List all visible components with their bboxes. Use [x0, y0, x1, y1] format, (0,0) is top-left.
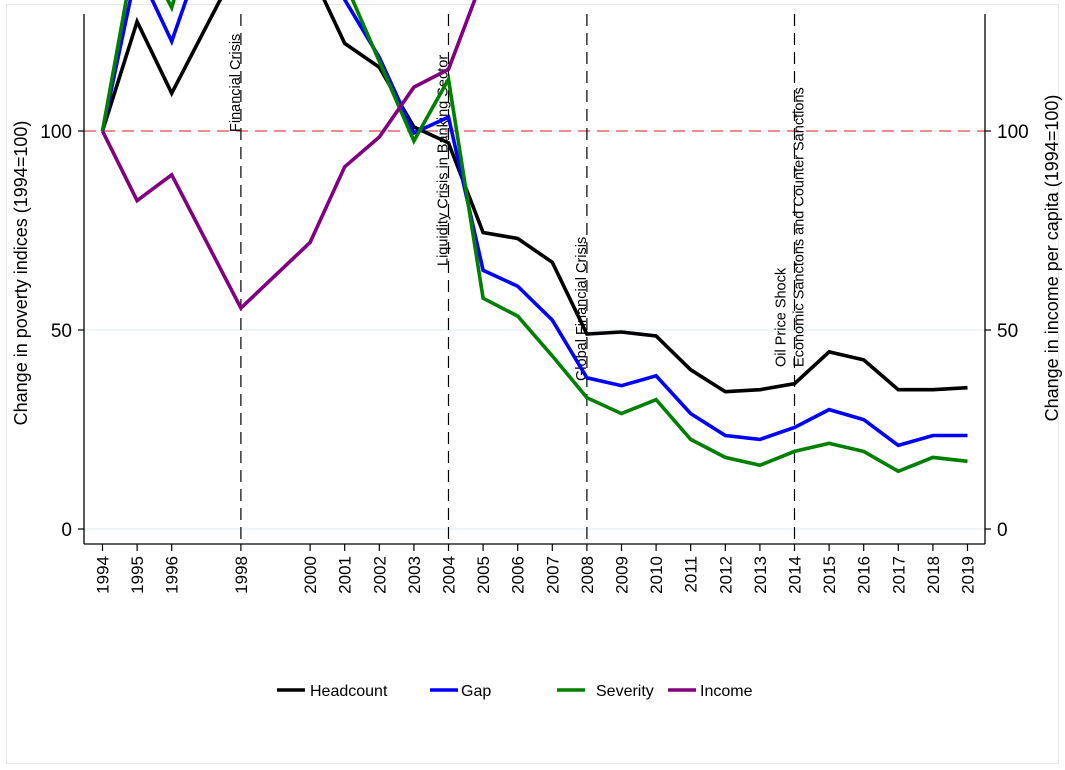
y-tick-label-right: 0	[997, 520, 1008, 541]
y-tick-label-right: 100	[997, 122, 1029, 143]
event-annotation: Financial Crisis	[228, 34, 244, 132]
event-annotation: Global Financial Crisis	[574, 237, 590, 381]
x-tick-label: 2001	[336, 556, 355, 594]
x-tick-label: 2012	[716, 556, 735, 594]
x-tick-label: 1998	[232, 556, 251, 594]
series-line-gap	[100, 0, 968, 448]
x-tick-label: 2006	[509, 556, 528, 594]
x-tick-label: 2011	[682, 556, 701, 593]
event-lines-layer: Financial Crisis Liquidity Crisis in Bank…	[228, 14, 808, 544]
event-annotation: Economic Sanctons and Counter Sanctions	[792, 87, 808, 367]
y-tick-label-right: 50	[997, 321, 1018, 342]
x-tick-label: 2004	[440, 556, 459, 594]
legend-label-headcount: Headcount	[310, 683, 388, 700]
series-line-severity	[100, 0, 968, 474]
x-tick-label: 2014	[786, 556, 805, 594]
x-tick-label: 2016	[855, 556, 874, 594]
x-tick-label: 2018	[924, 556, 943, 594]
x-tick-label: 2013	[751, 556, 770, 594]
axes-layer: 0050501001001501502002002502501994199519…	[40, 14, 1029, 594]
series-layer	[100, 0, 968, 474]
y-tick-label-left: 50	[51, 321, 72, 342]
legend-label-gap: Gap	[461, 683, 491, 700]
series-line-headcount	[100, 0, 968, 394]
x-tick-label: 2019	[959, 556, 978, 594]
y-axis-title-right: Change in income per capita (1994=100)	[1042, 95, 1062, 422]
x-tick-label: 1994	[94, 556, 113, 594]
x-tick-label: 2007	[543, 556, 562, 594]
x-tick-label: 2000	[301, 556, 320, 594]
y-tick-label-left: 100	[40, 122, 72, 143]
x-tick-label: 2009	[613, 556, 632, 594]
event-annotation: Oil Price Shock	[774, 267, 790, 367]
y-axis-title-left: Change in poverty indices (1994=100)	[11, 121, 31, 426]
x-tick-label: 2002	[370, 556, 389, 594]
series-line-income	[100, 0, 477, 312]
legend: Headcount Gap Severity Income	[277, 683, 753, 700]
x-tick-label: 2017	[889, 556, 908, 594]
x-tick-label: 2008	[578, 556, 597, 594]
legend-label-severity: Severity	[596, 683, 654, 700]
x-tick-label: 2010	[647, 556, 666, 594]
y-tick-label-left: 0	[61, 520, 72, 541]
x-tick-label: 2005	[474, 556, 493, 594]
x-tick-label: 1996	[163, 556, 182, 594]
x-tick-label: 1995	[128, 556, 147, 594]
x-tick-label: 2003	[405, 556, 424, 594]
x-tick-label: 2015	[820, 556, 839, 594]
event-annotation: Liquidity Crisis in Banking Sector	[436, 55, 452, 266]
legend-label-income: Income	[700, 683, 753, 700]
